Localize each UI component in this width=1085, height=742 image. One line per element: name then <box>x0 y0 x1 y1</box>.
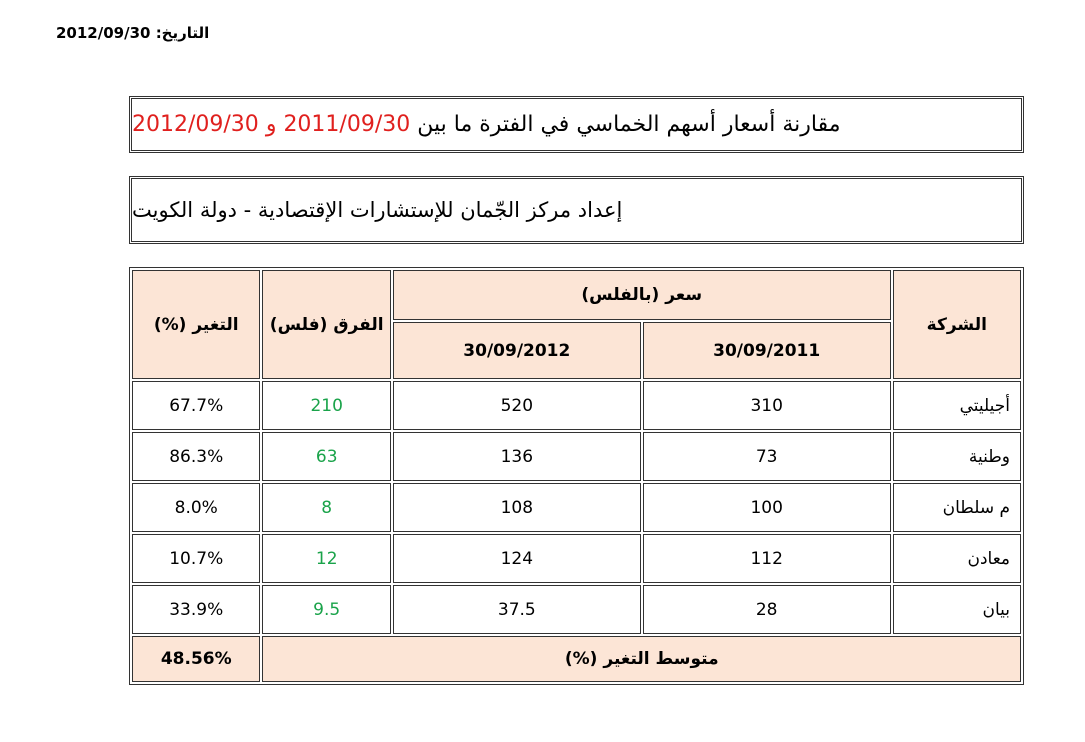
title-text: مقارنة أسعار أسهم الخماسي في الفترة ما ب… <box>417 112 841 137</box>
company-name: م سلطان <box>892 483 1021 532</box>
report-title-box: مقارنة أسعار أسهم الخماسي في الفترة ما ب… <box>129 96 1024 153</box>
report-subtitle-box: إعداد مركز الجّمان للإستشارات الإقتصادية… <box>129 176 1024 244</box>
price-diff: 210 <box>262 381 391 430</box>
table-row: أجيليتي 310 520 210 67.7% <box>132 381 1021 430</box>
report-date: التاريخ: 2012/09/30 <box>56 24 209 42</box>
price-2012: 124 <box>392 534 641 583</box>
price-change: 10.7% <box>132 534 261 583</box>
average-change-label: متوسط التغير (%) <box>262 636 1021 682</box>
header-date-2011: 30/09/2011 <box>642 322 891 379</box>
price-2012: 520 <box>392 381 641 430</box>
price-2012: 136 <box>392 432 641 481</box>
price-diff: 12 <box>262 534 391 583</box>
table-row: بيان 28 37.5 9.5 33.9% <box>132 585 1021 634</box>
price-diff: 9.5 <box>262 585 391 634</box>
price-change: 67.7% <box>132 381 261 430</box>
average-change-value: 48.56% <box>132 636 261 682</box>
price-change: 86.3% <box>132 432 261 481</box>
company-name: معادن <box>892 534 1021 583</box>
title-date-to: 2012/09/30 <box>132 112 259 137</box>
price-comparison-table: الشركة سعر (بالفلس) الفرق (فلس) التغير (… <box>129 267 1024 685</box>
price-2011: 112 <box>642 534 891 583</box>
price-2011: 28 <box>642 585 891 634</box>
company-name: بيان <box>892 585 1021 634</box>
company-name: أجيليتي <box>892 381 1021 430</box>
price-change: 8.0% <box>132 483 261 532</box>
date-value: 2012/09/30 <box>56 24 151 42</box>
table-row: م سلطان 100 108 8 8.0% <box>132 483 1021 532</box>
header-diff: الفرق (فلس) <box>262 270 391 379</box>
date-label: التاريخ: <box>155 24 210 42</box>
price-2012: 108 <box>392 483 641 532</box>
title-connector: و <box>265 112 277 137</box>
price-2012: 37.5 <box>392 585 641 634</box>
header-date-2012: 30/09/2012 <box>392 322 641 379</box>
header-price-group: سعر (بالفلس) <box>392 270 891 320</box>
report-title: مقارنة أسعار أسهم الخماسي في الفترة ما ب… <box>132 112 840 137</box>
price-2011: 100 <box>642 483 891 532</box>
price-diff: 8 <box>262 483 391 532</box>
title-date-from: 2011/09/30 <box>283 112 411 137</box>
price-diff: 63 <box>262 432 391 481</box>
price-2011: 73 <box>642 432 891 481</box>
price-2011: 310 <box>642 381 891 430</box>
price-change: 33.9% <box>132 585 261 634</box>
report-subtitle: إعداد مركز الجّمان للإستشارات الإقتصادية… <box>132 198 623 222</box>
table-row: وطنية 73 136 63 86.3% <box>132 432 1021 481</box>
table-footer-row: متوسط التغير (%) 48.56% <box>132 636 1021 682</box>
company-name: وطنية <box>892 432 1021 481</box>
table-row: معادن 112 124 12 10.7% <box>132 534 1021 583</box>
header-change: التغير (%) <box>132 270 261 379</box>
header-company: الشركة <box>892 270 1021 379</box>
